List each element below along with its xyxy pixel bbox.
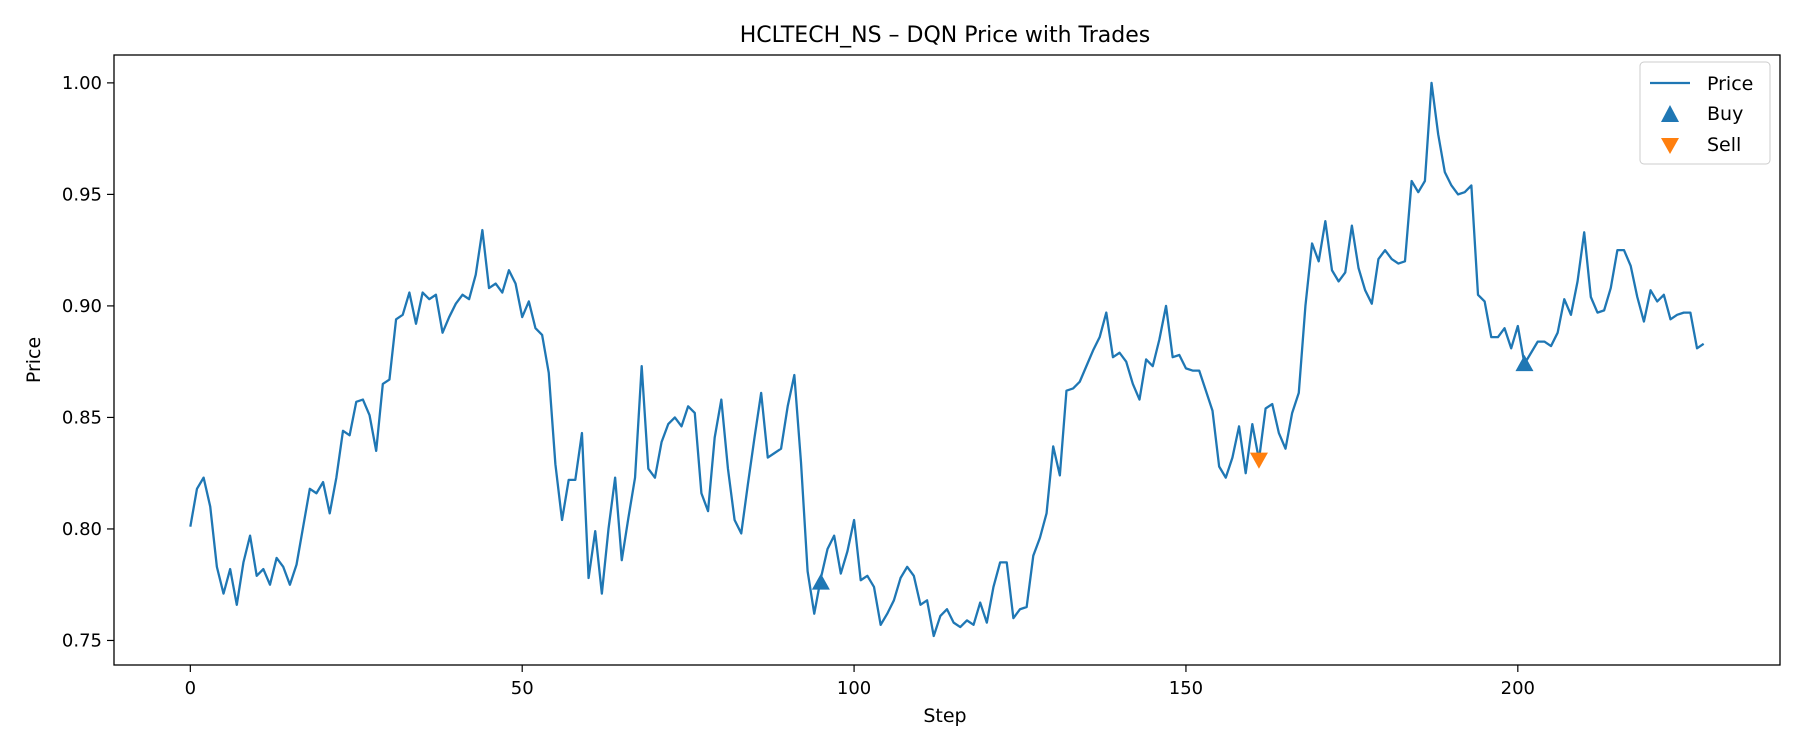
buy-marker bbox=[1515, 354, 1534, 372]
x-tick-label: 150 bbox=[1169, 678, 1203, 699]
plot-frame bbox=[113, 54, 1781, 666]
plot-area bbox=[189, 81, 1705, 638]
y-tick-label: 0.75 bbox=[62, 630, 102, 651]
x-tick-label: 100 bbox=[837, 678, 871, 699]
buy-marker bbox=[811, 573, 830, 590]
legend-sell-marker-icon bbox=[1661, 138, 1679, 154]
y-tick-label: 0.80 bbox=[62, 519, 102, 540]
x-tick-label: 200 bbox=[1501, 678, 1535, 699]
legend-buy-marker-icon bbox=[1661, 105, 1679, 122]
sell-marker bbox=[1249, 452, 1268, 469]
chart-title: HCLTECH_NS – DQN Price with Trades bbox=[740, 23, 1151, 48]
legend: Price Buy Sell bbox=[1639, 61, 1771, 165]
legend-sell-label: Sell bbox=[1707, 134, 1741, 156]
x-axis-label: Step bbox=[923, 705, 966, 727]
y-axis: 0.75 0.80 0.85 0.90 0.95 1.00 bbox=[62, 73, 114, 651]
y-tick-label: 0.90 bbox=[62, 296, 102, 317]
y-tick-label: 0.85 bbox=[62, 407, 102, 428]
y-tick-label: 0.95 bbox=[62, 184, 102, 205]
legend-buy-label: Buy bbox=[1707, 103, 1743, 125]
legend-price-label: Price bbox=[1707, 73, 1753, 95]
price-series-line bbox=[189, 81, 1705, 638]
y-tick-label: 1.00 bbox=[62, 73, 102, 94]
x-axis: 0 50 100 150 200 bbox=[185, 665, 1535, 699]
y-axis-label: Price bbox=[23, 337, 45, 383]
x-tick-label: 50 bbox=[511, 678, 534, 699]
x-tick-label: 0 bbox=[185, 678, 196, 699]
